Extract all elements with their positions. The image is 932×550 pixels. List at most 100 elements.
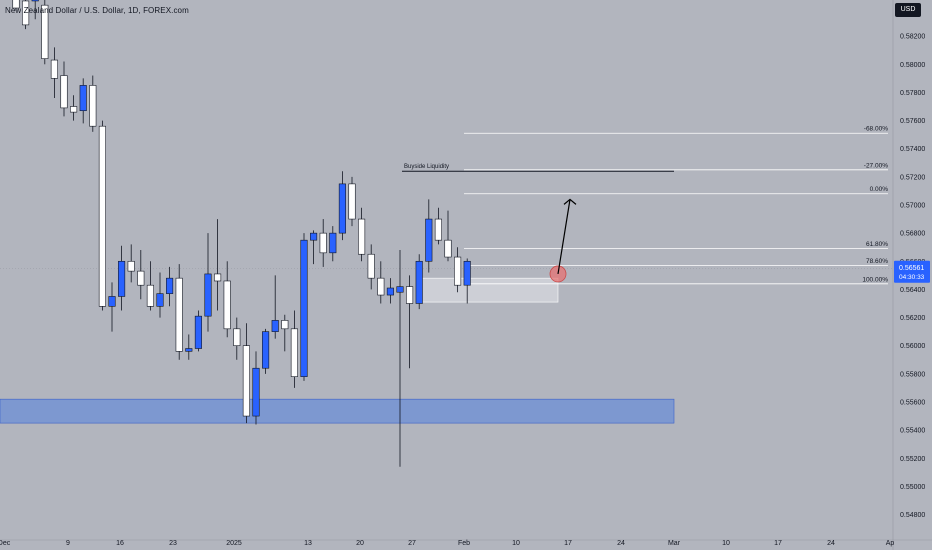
candle[interactable] (444, 210, 452, 262)
candle[interactable] (98, 120, 106, 311)
candle-body (338, 183, 346, 234)
candle-body (319, 232, 327, 254)
time-tick-label: 13 (304, 540, 312, 547)
candle-body (434, 218, 442, 241)
candle-body (377, 277, 385, 296)
candle[interactable] (386, 278, 394, 304)
candle[interactable] (175, 264, 183, 360)
candle-body (146, 284, 154, 307)
candle-body (214, 273, 222, 282)
candle[interactable] (358, 207, 366, 262)
time-tick-label: 10 (512, 540, 520, 547)
candle[interactable] (377, 261, 385, 304)
projection-arrow-shaft[interactable] (557, 199, 571, 275)
candle[interactable] (89, 75, 97, 132)
candle[interactable] (137, 250, 145, 300)
candle[interactable] (281, 314, 289, 352)
fib-level-label: -27.00% (864, 162, 888, 169)
candle-body (406, 286, 414, 304)
candle-body (300, 239, 308, 377)
candle[interactable] (12, 0, 20, 11)
candle[interactable] (79, 78, 87, 124)
candle[interactable] (166, 266, 174, 307)
candle-body (444, 239, 452, 258)
candle[interactable] (348, 176, 356, 227)
candle-body (185, 348, 193, 352)
candle-body (367, 253, 375, 279)
candle-body (223, 280, 231, 330)
candle-body (194, 315, 202, 349)
candle-body (22, 0, 30, 26)
candle[interactable] (271, 275, 279, 339)
candle[interactable] (118, 245, 126, 311)
candle-body (89, 85, 97, 127)
candle[interactable] (108, 282, 116, 332)
candle[interactable] (70, 95, 78, 121)
candle[interactable] (262, 328, 270, 374)
price-tick-label: 0.55800 (900, 371, 925, 378)
candle[interactable] (300, 233, 308, 381)
candle-body (166, 277, 174, 294)
currency-button[interactable]: USD (895, 3, 921, 17)
price-tick-label: 0.55400 (900, 428, 925, 435)
candle[interactable] (50, 47, 58, 99)
projection-arrow-head (563, 198, 577, 205)
candle[interactable] (406, 275, 414, 369)
candle[interactable] (454, 247, 462, 293)
candle[interactable] (233, 317, 241, 360)
candle-body (70, 106, 78, 113)
fib-level-label: 78.60% (866, 258, 888, 265)
candle[interactable] (156, 272, 164, 318)
symbol-title: New Zealand Dollar / U.S. Dollar, 1D, FO… (5, 6, 189, 15)
candle[interactable] (214, 219, 222, 311)
candle-body (386, 287, 394, 296)
candle[interactable] (223, 261, 231, 338)
candle[interactable] (367, 244, 375, 290)
demand-zone[interactable] (0, 398, 675, 424)
candle[interactable] (310, 230, 318, 265)
candle-body (127, 260, 135, 272)
candle-body (242, 345, 250, 417)
candle-body (233, 328, 241, 347)
candle[interactable] (425, 199, 433, 273)
time-tick-label: Ap (886, 540, 895, 547)
candle[interactable] (463, 258, 471, 304)
candle[interactable] (194, 310, 202, 352)
candle[interactable] (127, 244, 135, 283)
candle[interactable] (41, 0, 49, 65)
time-tick-label: Feb (458, 540, 470, 547)
candle-body (271, 320, 279, 332)
candle[interactable] (396, 250, 404, 467)
candle-body (252, 367, 260, 417)
candle-body (358, 218, 366, 255)
fib-level-label: 100.00% (862, 276, 888, 283)
candle[interactable] (434, 207, 442, 245)
candle-body (79, 85, 87, 112)
candle-body (463, 260, 471, 286)
candle[interactable] (185, 334, 193, 360)
candle[interactable] (22, 0, 30, 30)
candle[interactable] (146, 261, 154, 311)
candle[interactable] (31, 0, 39, 20)
entry-zone[interactable] (421, 277, 559, 303)
time-tick-label: 9 (66, 540, 70, 547)
candle-body (12, 0, 20, 9)
current-price-tag (894, 260, 930, 283)
price-tick-label: 0.55000 (900, 484, 925, 491)
candle[interactable] (415, 254, 423, 310)
candle-body (262, 331, 270, 369)
candle[interactable] (60, 61, 68, 117)
candle[interactable] (338, 171, 346, 241)
candle[interactable] (290, 310, 298, 388)
candle[interactable] (252, 351, 260, 425)
candle[interactable] (242, 323, 250, 424)
candle[interactable] (204, 233, 212, 332)
bar-countdown: 04:30:33 (899, 274, 925, 281)
candle[interactable] (329, 226, 337, 262)
candle[interactable] (319, 219, 327, 267)
candle-body (425, 218, 433, 262)
candle-body (329, 232, 337, 254)
candle-body (204, 273, 212, 317)
